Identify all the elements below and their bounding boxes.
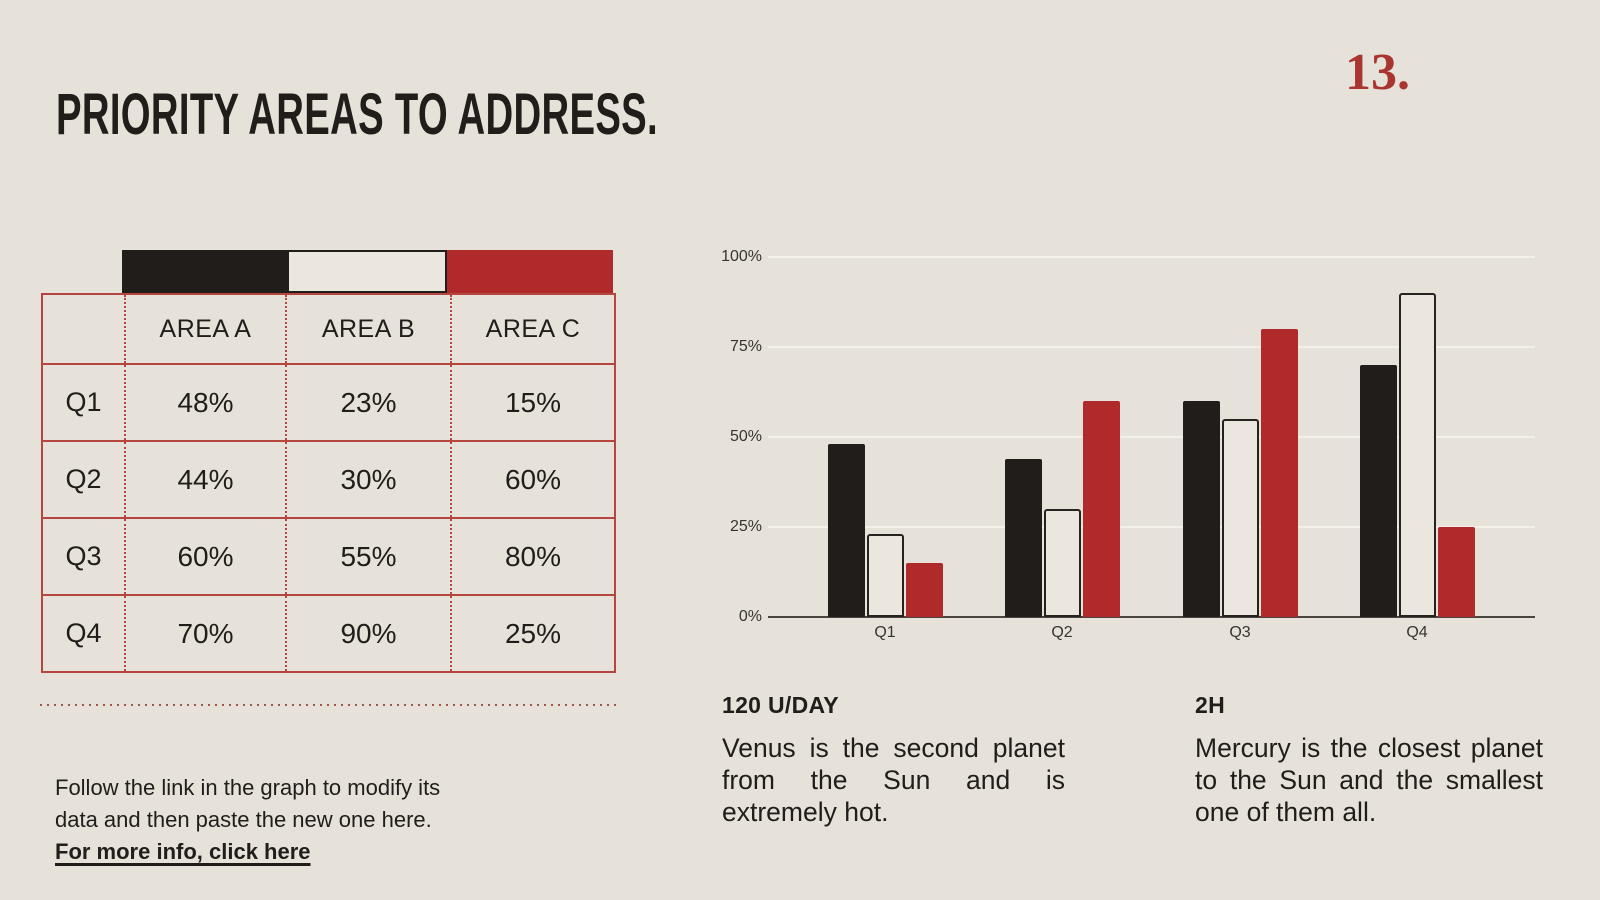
y-tick-label: 50%: [729, 428, 762, 445]
gridline: [768, 526, 1535, 528]
x-axis-line: [768, 616, 1535, 618]
more-info-link[interactable]: For more info, click here: [55, 839, 311, 864]
table-cell: 25%: [450, 594, 615, 672]
x-tick-label: Q1: [874, 624, 896, 641]
table-cell: 44%: [124, 440, 286, 518]
table-cell: 30%: [285, 440, 451, 518]
footer-line-2: data and then paste the new one here.: [55, 807, 432, 832]
gridline: [768, 256, 1535, 258]
legend-swatch-area-c: [447, 250, 613, 293]
dotted-divider: [40, 704, 618, 706]
callout-venus: 120 U/DAY Venus is the second planet fro…: [722, 692, 1065, 828]
table-row-label-q4: Q4: [42, 594, 125, 672]
page-number: 13.: [1345, 44, 1410, 101]
bar-q3-area-c: [1260, 329, 1298, 617]
x-tick-label: Q2: [1051, 624, 1073, 641]
bar-q2-area-a: [1004, 458, 1042, 617]
x-tick-label: Q4: [1406, 624, 1428, 641]
bar-q2-area-b: [1043, 509, 1081, 617]
table-cell: 60%: [124, 517, 286, 595]
y-tick-label: 25%: [729, 518, 762, 535]
callout-body: Venus is the second planet from the Sun …: [722, 733, 1065, 827]
table-row: Q2 44% 30% 60%: [42, 440, 615, 518]
table-cell: 23%: [285, 363, 451, 441]
table-row: Q1 48% 23% 15%: [42, 363, 615, 441]
table-cell: 15%: [450, 363, 615, 441]
bar-q1-area-a: [827, 444, 865, 617]
table-row: Q4 70% 90% 25%: [42, 594, 615, 672]
priority-table: AREA A AREA B AREA C Q1 48% 23% 15% Q2 4…: [41, 293, 616, 673]
page-title: PRIORITY AREAS TO ADDRESS.: [56, 82, 659, 147]
table-cell: 60%: [450, 440, 615, 518]
gridline: [768, 436, 1535, 438]
bar-q2-area-c: [1082, 401, 1120, 617]
bar-q4-area-b: [1398, 293, 1436, 617]
footer-line-1: Follow the link in the graph to modify i…: [55, 775, 441, 800]
bar-q1-area-c: [905, 563, 943, 617]
bar-q4-area-c: [1437, 527, 1475, 617]
table-header-area-c: AREA C: [450, 294, 615, 364]
table-cell: 48%: [124, 363, 286, 441]
callout-heading: 120 U/DAY: [722, 692, 839, 718]
y-tick-label: 0%: [738, 608, 762, 625]
bar-q3-area-b: [1221, 419, 1259, 617]
bar-q4-area-a: [1359, 365, 1397, 617]
footer-note: Follow the link in the graph to modify i…: [55, 772, 440, 868]
table-row-label-q1: Q1: [42, 363, 125, 441]
table-cell: 90%: [285, 594, 451, 672]
table-cell: 80%: [450, 517, 615, 595]
legend-swatch-area-b: [287, 250, 447, 293]
legend-swatch-area-a: [122, 250, 287, 293]
table-header-area-a: AREA A: [124, 294, 286, 364]
gridline: [768, 346, 1535, 348]
table-cell: 55%: [285, 517, 451, 595]
table-row: Q3 60% 55% 80%: [42, 517, 615, 595]
table-legend: [122, 250, 613, 293]
table-row-label-q3: Q3: [42, 517, 125, 595]
table-header-area-b: AREA B: [285, 294, 451, 364]
callout-body: Mercury is the closest planet to the Sun…: [1195, 733, 1543, 827]
table-cell: 70%: [124, 594, 286, 672]
bar-q1-area-b: [866, 534, 904, 617]
x-tick-label: Q3: [1229, 624, 1251, 641]
callout-heading: 2H: [1195, 692, 1226, 718]
callout-mercury: 2H Mercury is the closest planet to the …: [1195, 692, 1543, 828]
y-tick-label: 100%: [721, 248, 762, 265]
table-row-label-q2: Q2: [42, 440, 125, 518]
y-tick-label: 75%: [729, 338, 762, 355]
bar-q3-area-a: [1182, 401, 1220, 617]
